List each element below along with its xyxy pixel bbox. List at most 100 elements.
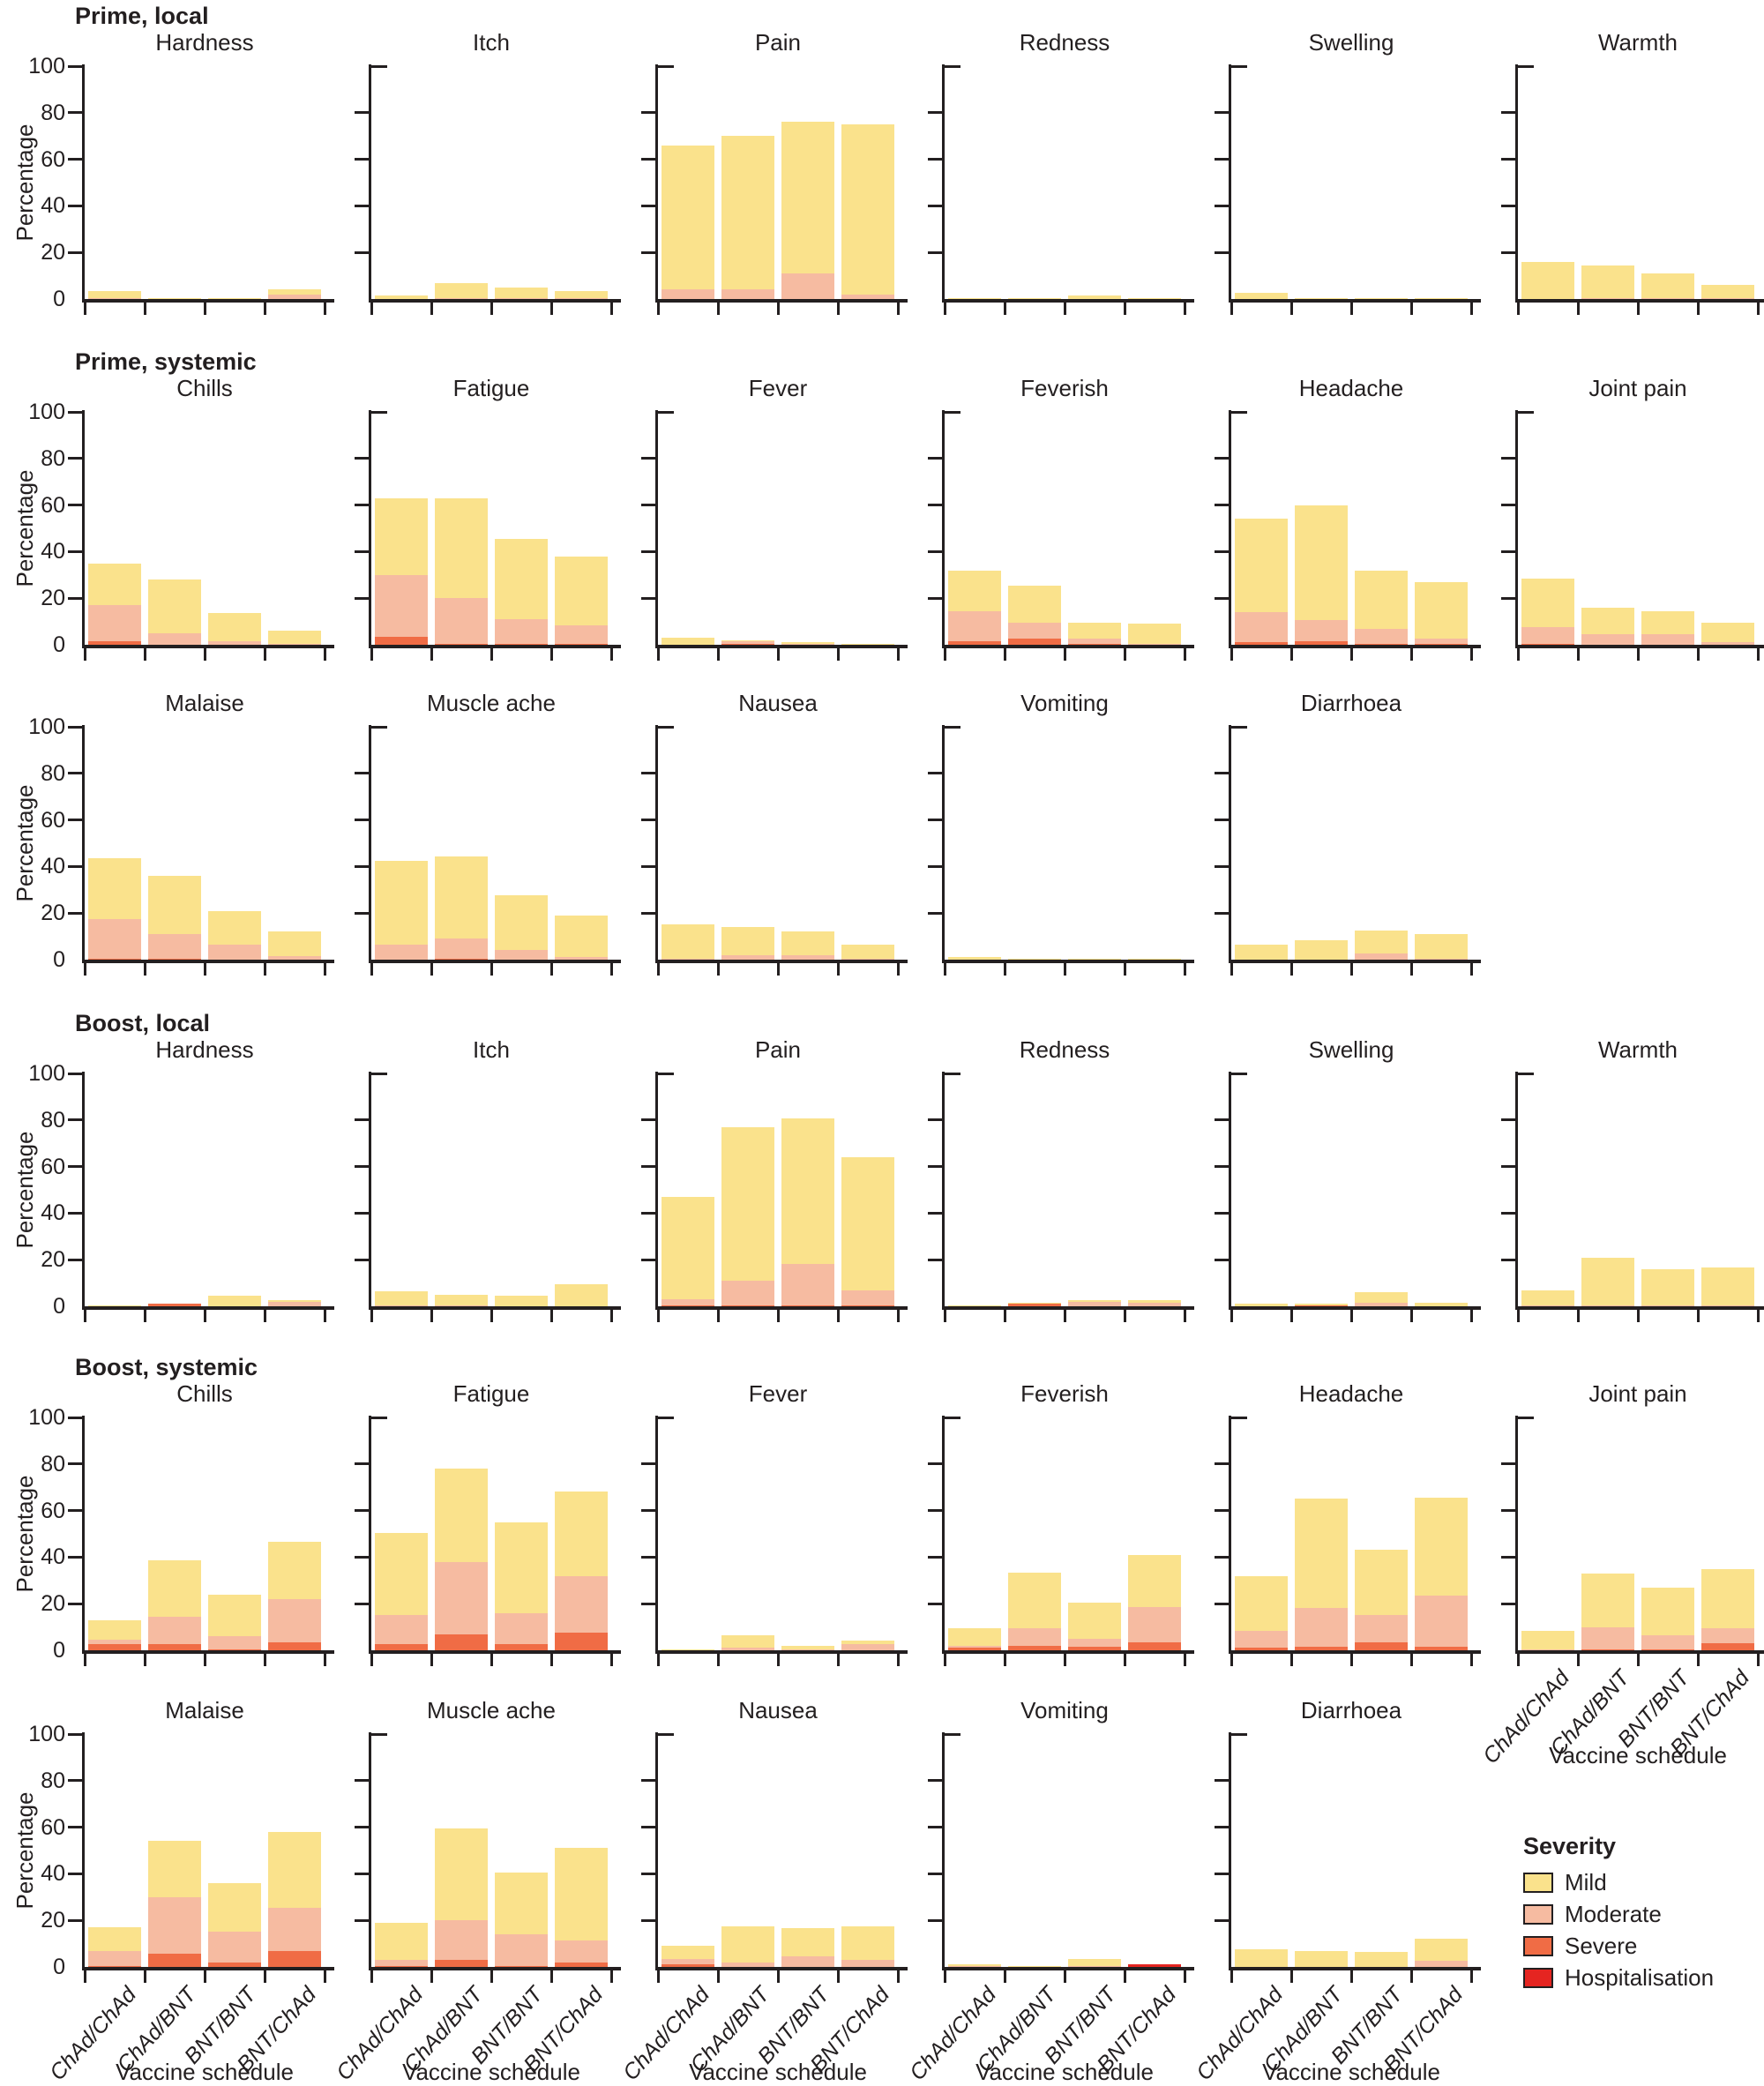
y-tick-label-100: 100 (28, 1405, 65, 1430)
bar-prime-local-swelling-bnt-chad-mild (1415, 297, 1468, 299)
y-tick-100 (1231, 410, 1247, 414)
y-tick-60 (641, 158, 655, 161)
y-tick-80 (641, 1118, 655, 1122)
x-tick (490, 1654, 493, 1666)
y-tick-80 (355, 1118, 369, 1122)
x-tick (324, 648, 326, 661)
bar-boost-systemic-feverish-bnt-bnt-mild (1068, 1602, 1121, 1639)
bar-boost-local-warmth-chad-bnt-moderate (1581, 1305, 1634, 1306)
x-tick (837, 648, 840, 661)
x-tick (324, 963, 326, 976)
x-tick (1124, 1310, 1126, 1322)
bar-prime-systemic-nausea-bnt-chad-moderate (841, 958, 894, 960)
y-axis-line (1515, 1072, 1518, 1310)
y-tick-20 (1215, 1918, 1229, 1922)
bar-prime-systemic-joint-pain-chad-chad-mild (1521, 578, 1574, 628)
y-tick-label-20: 20 (41, 240, 65, 265)
x-tick (490, 1310, 493, 1322)
y-tick-label-100: 100 (28, 54, 65, 79)
bar-boost-local-redness-bnt-bnt-moderate (1068, 1301, 1121, 1306)
y-tick-20 (928, 911, 942, 915)
x-axis-line (82, 299, 334, 303)
bar-boost-systemic-malaise-chad-bnt-mild (148, 1841, 201, 1897)
y-axis-line (369, 1416, 371, 1654)
y-tick-80 (355, 111, 369, 115)
y-tick-20 (68, 250, 82, 254)
bar-boost-systemic-malaise-chad-bnt-moderate (148, 1896, 201, 1955)
y-tick-80 (1215, 1462, 1229, 1466)
x-tick (550, 1310, 553, 1322)
bar-prime-systemic-chills-chad-chad-severe (88, 641, 141, 645)
bar-boost-systemic-fever-bnt-chad-moderate (841, 1644, 894, 1650)
y-tick-100 (1518, 1072, 1534, 1075)
bar-boost-systemic-fatigue-chad-chad-mild (375, 1532, 428, 1616)
x-tick (264, 1970, 266, 1983)
x-tick (1064, 1654, 1066, 1666)
panel-title-prime-systemic-diarrhoea: Diarrhoea (1300, 690, 1402, 716)
bar-prime-local-redness-bnt-bnt-mild (1068, 295, 1121, 299)
y-tick-20 (1215, 911, 1229, 915)
bar-boost-systemic-fatigue-chad-bnt-mild (435, 1469, 488, 1562)
bar-boost-local-itch-chad-bnt-moderate (435, 1305, 488, 1306)
bar-boost-local-pain-bnt-bnt-moderate (781, 1264, 834, 1305)
y-tick-label-40: 40 (41, 1544, 65, 1570)
y-tick-100 (371, 64, 387, 68)
legend-items: Mild Moderate Severe Hospitalisation (1523, 1869, 1714, 1991)
x-axis-line (942, 1967, 1194, 1970)
y-tick-60 (355, 1165, 369, 1169)
x-axis-line (1229, 299, 1481, 303)
y-tick-100 (1518, 64, 1534, 68)
y-tick-40 (1215, 1211, 1229, 1215)
bar-boost-systemic-chills-bnt-bnt-mild (208, 1594, 261, 1637)
bar-boost-systemic-fatigue-bnt-bnt-moderate (495, 1612, 548, 1645)
x-tick (1410, 648, 1413, 661)
x-axis-line (1515, 1650, 1764, 1654)
y-tick-20 (1501, 1258, 1515, 1261)
bar-boost-systemic-fatigue-chad-bnt-moderate (435, 1561, 488, 1634)
section-heading-prime-systemic: Prime, systemic (75, 348, 257, 375)
y-tick-100 (945, 725, 960, 729)
x-tick (897, 1654, 900, 1666)
bar-boost-local-pain-chad-bnt-mild (721, 1126, 774, 1281)
y-tick-40 (1501, 550, 1515, 553)
y-axis-line (82, 410, 85, 648)
y-tick-60 (928, 819, 942, 822)
bar-prime-local-redness-bnt-chad-mild (1128, 297, 1181, 299)
bar-boost-systemic-muscle-ache-bnt-bnt-mild (495, 1873, 548, 1935)
bar-prime-systemic-feverish-bnt-chad-moderate (1128, 643, 1181, 645)
y-axis-line (942, 1416, 945, 1654)
bar-boost-systemic-feverish-chad-bnt-moderate (1008, 1627, 1061, 1646)
y-tick-80 (355, 457, 369, 460)
bar-prime-systemic-diarrhoea-chad-chad-mild (1235, 944, 1288, 960)
y-tick-60 (68, 1826, 82, 1829)
x-axis-line (369, 299, 621, 303)
bar-prime-systemic-malaise-chad-chad-moderate (88, 918, 141, 959)
y-tick-100 (1231, 1072, 1247, 1075)
bar-prime-local-pain-bnt-bnt-mild (781, 122, 834, 273)
y-tick-100 (371, 1416, 387, 1419)
bar-prime-systemic-fever-chad-bnt-mild (721, 639, 774, 642)
bar-prime-systemic-muscle-ache-bnt-chad-moderate (555, 957, 608, 960)
y-tick-label-100: 100 (28, 714, 65, 739)
x-tick (550, 963, 553, 976)
x-tick (1230, 1970, 1233, 1983)
bar-prime-systemic-fatigue-bnt-bnt-mild (495, 538, 548, 619)
y-tick-60 (928, 1165, 942, 1169)
panel-title-prime-systemic-fatigue: Fatigue (452, 375, 530, 401)
x-axis-line (655, 1967, 908, 1970)
y-tick-80 (1215, 457, 1229, 460)
x-tick (610, 963, 613, 976)
bar-boost-systemic-nausea-bnt-chad-mild (841, 1925, 894, 1961)
y-tick-20 (1215, 1602, 1229, 1605)
y-tick-40 (68, 1872, 82, 1875)
bar-prime-systemic-joint-pain-chad-bnt-mild (1581, 607, 1634, 635)
bar-prime-systemic-chills-chad-chad-mild (88, 563, 141, 606)
bar-boost-local-swelling-bnt-bnt-mild (1355, 1292, 1408, 1304)
panel-title-boost-systemic-diarrhoea: Diarrhoea (1300, 1697, 1402, 1723)
bar-prime-systemic-headache-chad-bnt-severe (1295, 641, 1348, 645)
y-tick-label-40: 40 (41, 1200, 65, 1226)
y-tick-20 (355, 250, 369, 254)
x-axis-line (1229, 1306, 1481, 1310)
x-tick (1577, 303, 1580, 315)
x-tick (430, 1654, 433, 1666)
